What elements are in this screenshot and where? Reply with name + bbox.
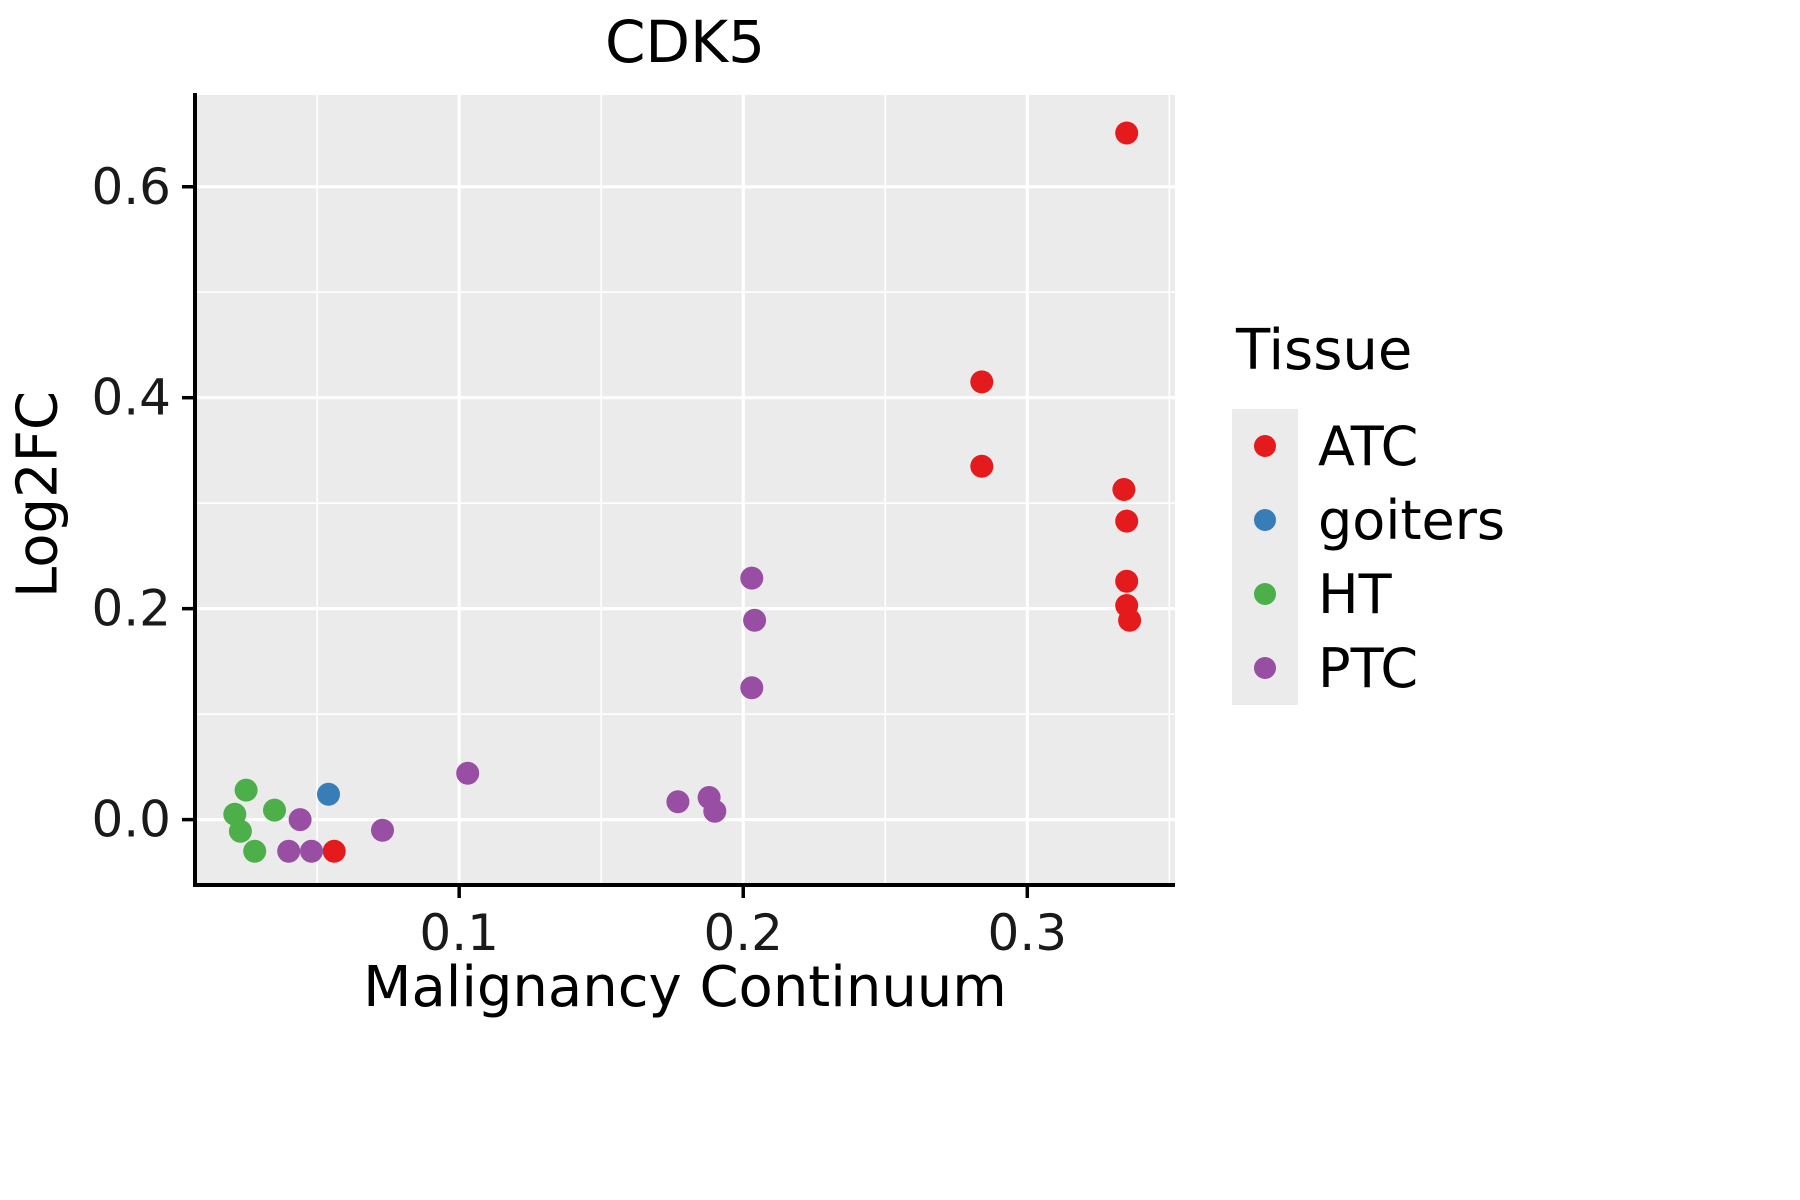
legend-key-PTC [1232, 631, 1298, 705]
y-tick-label: 0.4 [91, 369, 171, 427]
legend-key-HT [1232, 557, 1298, 631]
y-tick-label: 0.6 [91, 158, 171, 216]
data-point-HT [243, 839, 267, 863]
y-tick-label: 0.2 [91, 580, 171, 638]
legend-items: ATC goiters HT PTC [1232, 409, 1505, 705]
data-point-PTC [371, 818, 394, 842]
data-point-ATC [1118, 608, 1142, 632]
legend-label: PTC [1318, 636, 1419, 700]
data-point-ATC [1115, 509, 1139, 533]
data-point-PTC [703, 799, 727, 823]
data-point-goiters [317, 782, 340, 806]
legend-item-HT: HT [1232, 557, 1505, 631]
data-point-PTC [743, 608, 767, 632]
data-point-HT [228, 819, 252, 843]
legend-item-goiters: goiters [1232, 483, 1505, 557]
data-point-ATC [1112, 478, 1136, 501]
x-tick-label: 0.2 [703, 904, 783, 962]
legend-label: ATC [1318, 414, 1419, 478]
legend-label: HT [1318, 562, 1392, 626]
data-point-ATC [1115, 569, 1139, 593]
x-tick-label: 0.3 [988, 904, 1068, 962]
data-point-ATC [970, 454, 994, 478]
data-point-PTC [456, 761, 480, 785]
data-point-PTC [288, 808, 312, 832]
data-point-PTC [666, 790, 690, 814]
chart-title: CDK5 [604, 8, 766, 76]
x-tick-label: 0.1 [419, 904, 499, 962]
legend: Tissue ATC goiters HT PTC [1232, 318, 1505, 705]
data-point-ATC [970, 370, 994, 394]
legend-label: goiters [1318, 488, 1506, 552]
legend-dot-icon [1254, 657, 1276, 679]
x-axis-title: Malignancy Continuum [363, 955, 1007, 1020]
y-tick-label: 0.0 [91, 791, 171, 849]
legend-key-goiters [1232, 483, 1298, 557]
data-point-PTC [740, 566, 764, 590]
data-point-HT [263, 798, 286, 822]
data-point-PTC [277, 839, 301, 863]
data-point-ATC [1115, 121, 1139, 145]
legend-item-ATC: ATC [1232, 409, 1505, 483]
data-point-ATC [322, 839, 346, 863]
legend-dot-icon [1254, 435, 1276, 457]
panel-background [195, 95, 1175, 885]
legend-item-PTC: PTC [1232, 631, 1505, 705]
data-point-PTC [300, 839, 323, 863]
legend-dot-icon [1254, 583, 1276, 605]
data-point-PTC [740, 676, 764, 700]
data-point-HT [234, 778, 258, 802]
legend-title: Tissue [1236, 318, 1413, 383]
legend-key-ATC [1232, 409, 1298, 483]
legend-dot-icon [1254, 509, 1276, 531]
